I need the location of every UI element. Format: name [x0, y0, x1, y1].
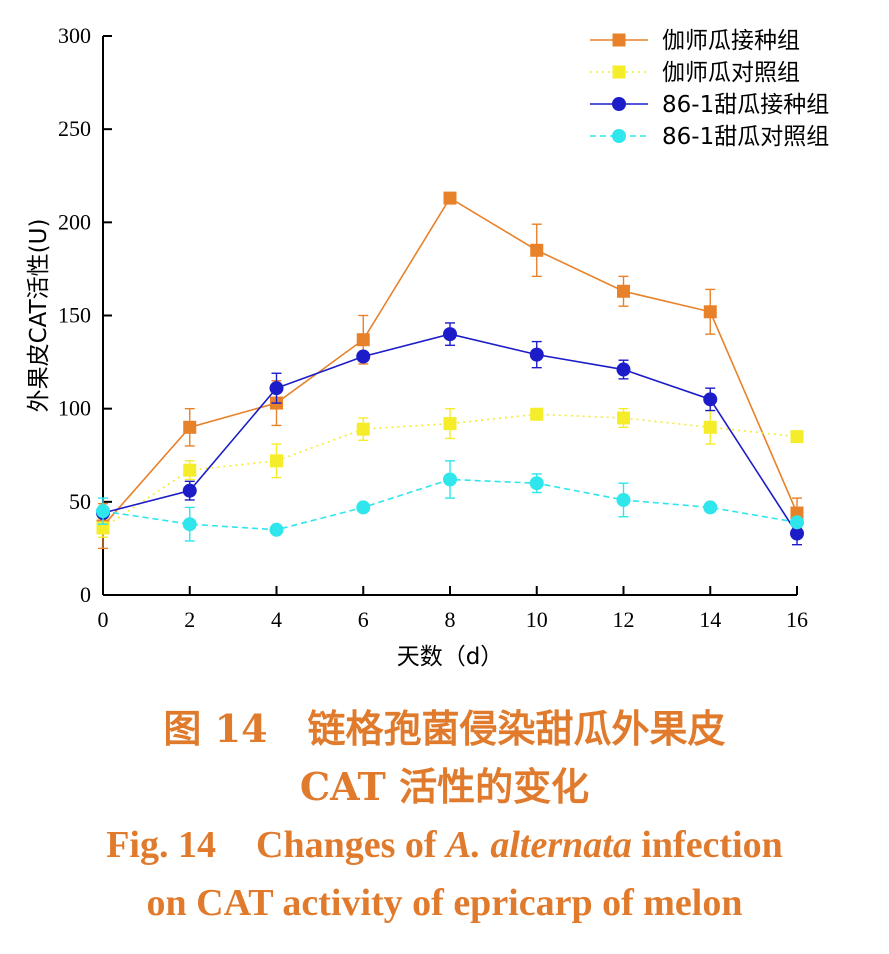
- series-3: [96, 460, 804, 542]
- caption-en-post: infection: [631, 824, 783, 866]
- data-point: [529, 476, 544, 491]
- data-point: [703, 392, 718, 407]
- axes: 0 50 100 150 200 250 300 0 2 4 6 8 10 12 14 16: [58, 23, 808, 632]
- x-tick-label: 2: [184, 607, 195, 632]
- caption-en-fig-number: Fig. 14: [106, 824, 216, 866]
- x-tick-label: 12: [613, 607, 635, 632]
- data-point: [703, 305, 717, 319]
- data-point: [443, 191, 457, 205]
- data-point: [183, 420, 197, 434]
- y-tick-label: 50: [69, 489, 91, 514]
- caption-cn-title: 链格孢菌侵染甜瓜外果皮: [307, 706, 726, 751]
- data-point: [182, 517, 197, 532]
- data-point: [616, 362, 631, 377]
- figure-caption: 图 14 链格孢菌侵染甜瓜外果皮 CAT 活性的变化 Fig. 14 Changes…: [0, 690, 889, 932]
- data-point: [443, 472, 457, 487]
- series-layer: [96, 191, 804, 550]
- caption-cn-line2: CAT 活性的变化: [299, 764, 590, 809]
- data-point: [270, 454, 283, 468]
- data-point: [96, 504, 110, 519]
- data-point: [182, 483, 197, 498]
- legend-marker: [612, 65, 626, 79]
- caption-cn-line1: 图 14 链格孢菌侵染甜瓜外果皮: [0, 700, 889, 758]
- data-point: [790, 526, 804, 541]
- data-point: [183, 463, 197, 477]
- cat-activity-chart: 0 50 100 150 200 250 300 0 2 4 6 8 10 12 14 16 伽师瓜接种组伽师…: [26, 23, 829, 670]
- y-axis-title: 外果皮CAT活性(U): [26, 219, 52, 413]
- chart-area: 0 50 100 150 200 250 300 0 2 4 6 8 10 12 14 16 伽师瓜接种组 伽师…: [26, 23, 829, 670]
- data-point: [443, 327, 457, 342]
- y-tick-label: 250: [58, 116, 91, 141]
- series-line: [102, 413, 798, 529]
- y-tick-label: 100: [58, 396, 91, 421]
- x-tick-label: 8: [445, 607, 456, 632]
- data-point: [356, 500, 371, 515]
- data-point: [703, 420, 717, 434]
- caption-cn-fig-number: 图 14: [163, 706, 268, 751]
- x-tick-label: 16: [786, 607, 808, 632]
- legend-marker: [612, 33, 626, 47]
- legend-label: 伽师瓜对照组: [662, 60, 800, 86]
- caption-en-line1: Fig. 14 Changes of A. alternata infection: [0, 816, 889, 874]
- data-point: [703, 500, 718, 515]
- y-tick-label: 0: [80, 582, 91, 607]
- data-point: [269, 522, 284, 537]
- legend-marker: [612, 129, 626, 143]
- legend-marker: [612, 97, 626, 111]
- data-point: [616, 492, 631, 507]
- data-point: [356, 349, 371, 364]
- data-point: [530, 407, 544, 421]
- data-point: [356, 422, 370, 436]
- data-point: [530, 243, 544, 257]
- data-point: [617, 284, 630, 298]
- x-tick-label: 6: [358, 607, 369, 632]
- y-tick-label: 300: [58, 23, 91, 48]
- data-point: [356, 333, 370, 347]
- data-point: [617, 411, 630, 425]
- y-tick-label: 150: [58, 303, 91, 328]
- data-point: [790, 430, 804, 444]
- caption-en-pre: Changes of: [256, 824, 447, 866]
- x-tick-label: 4: [271, 607, 282, 632]
- x-tick-label: 10: [526, 607, 548, 632]
- caption-en-line2: on CAT activity of epricarp of melon: [146, 882, 743, 924]
- legend-label: 86-1甜瓜接种组: [662, 92, 829, 118]
- caption-en-species: A. alternata: [446, 824, 632, 866]
- data-point: [529, 347, 544, 362]
- data-point: [443, 417, 457, 431]
- data-point: [790, 515, 804, 530]
- x-axis-title: 天数（d）: [397, 644, 504, 670]
- y-tick-label: 200: [58, 209, 91, 234]
- data-point: [269, 381, 284, 396]
- x-tick-label: 14: [699, 607, 721, 632]
- x-tick-label: 0: [98, 607, 109, 632]
- legend-label: 86-1甜瓜对照组: [662, 124, 829, 150]
- legend-label: 伽师瓜接种组: [662, 28, 800, 54]
